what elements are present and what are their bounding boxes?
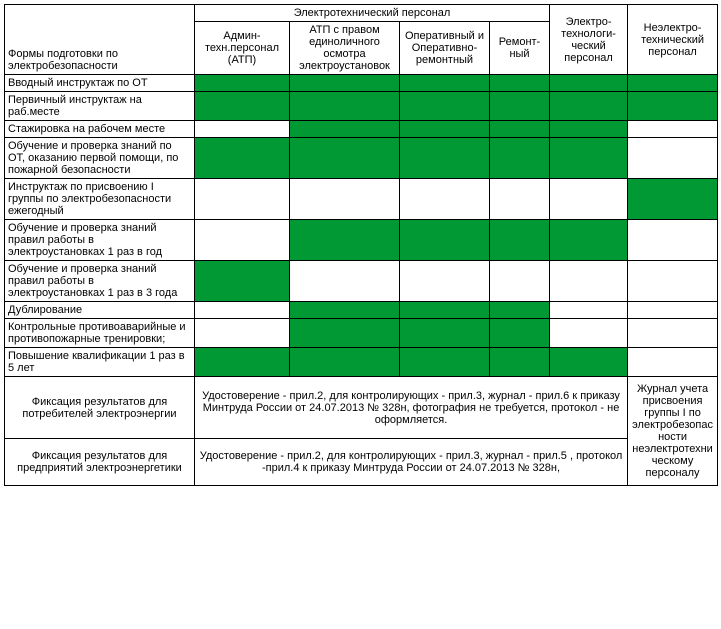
cell-filled [628,92,718,121]
cell-filled [400,302,490,319]
table-footer: Фиксация результатов для потребителей эл… [5,377,718,486]
cell-filled [490,138,550,179]
table-header: Формы подготовки по электробезопасности … [5,5,718,75]
cell-filled [400,121,490,138]
cell-filled [290,319,400,348]
cell-filled [195,261,290,302]
cell-empty [195,179,290,220]
table-row: Обучение и проверка знаний по ОТ, оказан… [5,138,718,179]
cell-filled [195,348,290,377]
cell-empty [628,138,718,179]
cell-filled [628,75,718,92]
row-label: Обучение и проверка знаний правил работы… [5,261,195,302]
cell-filled [400,319,490,348]
footer-text-enterprises: Удостоверение - прил.2, для контролирующ… [195,439,628,486]
table-row: Вводный инструктаж по ОТ [5,75,718,92]
cell-filled [550,348,628,377]
header-sub-repair: Ремонт-ный [490,22,550,75]
table-row: Дублирование [5,302,718,319]
cell-empty [628,121,718,138]
cell-filled [290,348,400,377]
cell-filled [490,302,550,319]
cell-empty [628,319,718,348]
header-group-electrotechnological: Электро-технологи-ческий персонал [550,5,628,75]
cell-empty [290,179,400,220]
cell-empty [400,179,490,220]
cell-filled [490,220,550,261]
cell-filled [400,220,490,261]
table-row: Обучение и проверка знаний правил работы… [5,220,718,261]
cell-filled [550,220,628,261]
table-row: Стажировка на рабочем месте [5,121,718,138]
cell-filled [550,121,628,138]
cell-filled [490,92,550,121]
cell-empty [628,261,718,302]
header-group-nonelectrotech: Неэлектро-технический персонал [628,5,718,75]
cell-empty [628,302,718,319]
cell-filled [195,92,290,121]
row-label: Инструктаж по присвоению I группы по эле… [5,179,195,220]
cell-empty [195,121,290,138]
table-row: Инструктаж по присвоению I группы по эле… [5,179,718,220]
cell-filled [490,348,550,377]
cell-filled [550,75,628,92]
header-sub-operative: Оперативный и Оперативно-ремонтный [400,22,490,75]
table-row: Обучение и проверка знаний правил работы… [5,261,718,302]
row-label: Вводный инструктаж по ОТ [5,75,195,92]
table-row: Контрольные противоаварийные и противопо… [5,319,718,348]
cell-filled [290,220,400,261]
table-row: Первичный инструктаж на раб.месте [5,92,718,121]
cell-filled [290,92,400,121]
cell-empty [290,261,400,302]
row-label: Контрольные противоаварийные и противопо… [5,319,195,348]
header-forms: Формы подготовки по электробезопасности [5,5,195,75]
cell-empty [628,348,718,377]
cell-filled [290,75,400,92]
footer-lastcol: Журнал учета присвоения группы I по элек… [628,377,718,486]
cell-empty [628,220,718,261]
row-label: Стажировка на рабочем месте [5,121,195,138]
cell-empty [490,261,550,302]
footer-text-consumers: Удостоверение - прил.2, для контролирующ… [195,377,628,439]
cell-filled [195,138,290,179]
row-label: Повышение квалификации 1 раз в 5 лет [5,348,195,377]
footer-label-consumers: Фиксация результатов для потребителей эл… [5,377,195,439]
table-row: Повышение квалификации 1 раз в 5 лет [5,348,718,377]
cell-filled [290,302,400,319]
cell-empty [195,220,290,261]
cell-filled [490,75,550,92]
cell-filled [290,138,400,179]
row-label: Обучение и проверка знаний по ОТ, оказан… [5,138,195,179]
footer-label-enterprises: Фиксация результатов для предприятий эле… [5,439,195,486]
row-label: Дублирование [5,302,195,319]
cell-filled [490,121,550,138]
cell-empty [490,179,550,220]
header-sub-atp-inspect: АТП с правом единоличного осмотра электр… [290,22,400,75]
cell-empty [550,179,628,220]
cell-empty [195,319,290,348]
table-body: Вводный инструктаж по ОТПервичный инстру… [5,75,718,377]
cell-filled [290,121,400,138]
row-label: Обучение и проверка знаний правил работы… [5,220,195,261]
cell-empty [195,302,290,319]
cell-filled [400,92,490,121]
training-table: Формы подготовки по электробезопасности … [4,4,718,486]
cell-filled [550,138,628,179]
cell-filled [195,75,290,92]
cell-filled [490,319,550,348]
cell-empty [550,261,628,302]
cell-empty [550,319,628,348]
header-sub-atp: Админ-техн.персонал (АТП) [195,22,290,75]
cell-filled [400,138,490,179]
row-label: Первичный инструктаж на раб.месте [5,92,195,121]
cell-filled [550,92,628,121]
cell-filled [400,75,490,92]
cell-filled [628,179,718,220]
cell-filled [400,348,490,377]
cell-empty [400,261,490,302]
cell-empty [550,302,628,319]
header-group-electrotech: Электротехнический персонал [195,5,550,22]
